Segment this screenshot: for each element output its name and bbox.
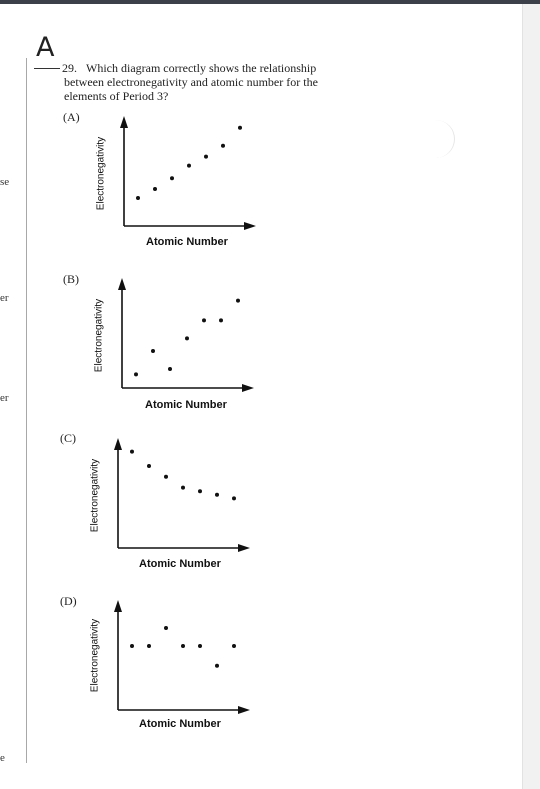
x-axis-label-d: Atomic Number	[139, 718, 221, 730]
graph-c	[114, 438, 250, 552]
x-axis-label-c: Atomic Number	[139, 558, 221, 570]
question-text: Which diagram correctly shows the relati…	[64, 61, 318, 103]
data-point-c-7	[232, 496, 236, 501]
y-axis-label-a: Electronegativity	[95, 136, 107, 211]
data-point-b-6	[219, 318, 223, 323]
y-axis-label-c: Electronegativity	[89, 458, 101, 533]
y-axis-arrow-d	[114, 600, 122, 612]
data-point-d-1	[130, 644, 134, 648]
question-number: 29.	[62, 61, 77, 75]
x-axis-arrow-c	[238, 544, 250, 552]
option-label-b: (B)	[63, 272, 79, 286]
option-label-c: (C)	[60, 431, 76, 445]
data-point-b-4	[185, 336, 189, 341]
y-axis-label-b: Electronegativity	[93, 298, 105, 373]
answer-underline	[34, 68, 60, 69]
data-point-a-2	[153, 187, 157, 191]
graph-b	[118, 278, 254, 392]
data-point-c-3	[164, 474, 168, 479]
x-axis-label-a: Atomic Number	[146, 236, 228, 248]
data-point-c-5	[198, 489, 202, 494]
data-point-a-7	[238, 125, 242, 130]
left-fragment: e	[0, 752, 5, 764]
data-point-c-1	[130, 449, 134, 454]
data-point-b-2	[151, 349, 155, 353]
data-point-c-2	[147, 464, 151, 468]
y-axis-label-d: Electronegativity	[89, 618, 101, 693]
y-axis-arrow-c	[114, 438, 122, 450]
data-point-d-2	[147, 644, 151, 648]
y-axis-arrow-a	[120, 116, 128, 128]
x-axis-arrow-b	[242, 384, 254, 392]
y-axis-arrow-b	[118, 278, 126, 290]
handwritten-answer: A	[36, 32, 55, 63]
data-point-b-1	[134, 372, 138, 377]
data-point-a-5	[204, 154, 208, 159]
x-axis-arrow-a	[244, 222, 256, 230]
data-point-d-6	[215, 663, 219, 668]
data-point-b-5	[202, 318, 206, 323]
data-point-a-4	[187, 163, 191, 168]
graph-d	[114, 600, 250, 714]
option-label-a: (A)	[63, 110, 80, 124]
data-point-a-6	[221, 143, 225, 148]
data-point-d-3	[164, 626, 168, 630]
data-point-c-6	[215, 492, 219, 497]
data-point-d-4	[181, 644, 185, 648]
graph-a	[120, 116, 256, 230]
data-point-a-1	[136, 196, 140, 200]
x-axis-label-b: Atomic Number	[145, 399, 227, 411]
scrollbar[interactable]	[522, 4, 540, 789]
left-fragment: se	[0, 176, 10, 188]
data-point-a-3	[170, 176, 174, 181]
x-axis-arrow-d	[238, 706, 250, 714]
option-label-d: (D)	[60, 594, 77, 608]
data-point-b-7	[236, 298, 240, 303]
margin-line	[26, 58, 27, 763]
data-point-b-3	[168, 367, 172, 371]
left-fragment: er	[0, 392, 9, 404]
data-point-d-7	[232, 644, 236, 648]
data-point-d-5	[198, 644, 202, 648]
scan-smudge	[424, 120, 455, 158]
left-fragment: er	[0, 292, 9, 304]
top-bar	[0, 0, 540, 4]
data-point-c-4	[181, 485, 185, 490]
